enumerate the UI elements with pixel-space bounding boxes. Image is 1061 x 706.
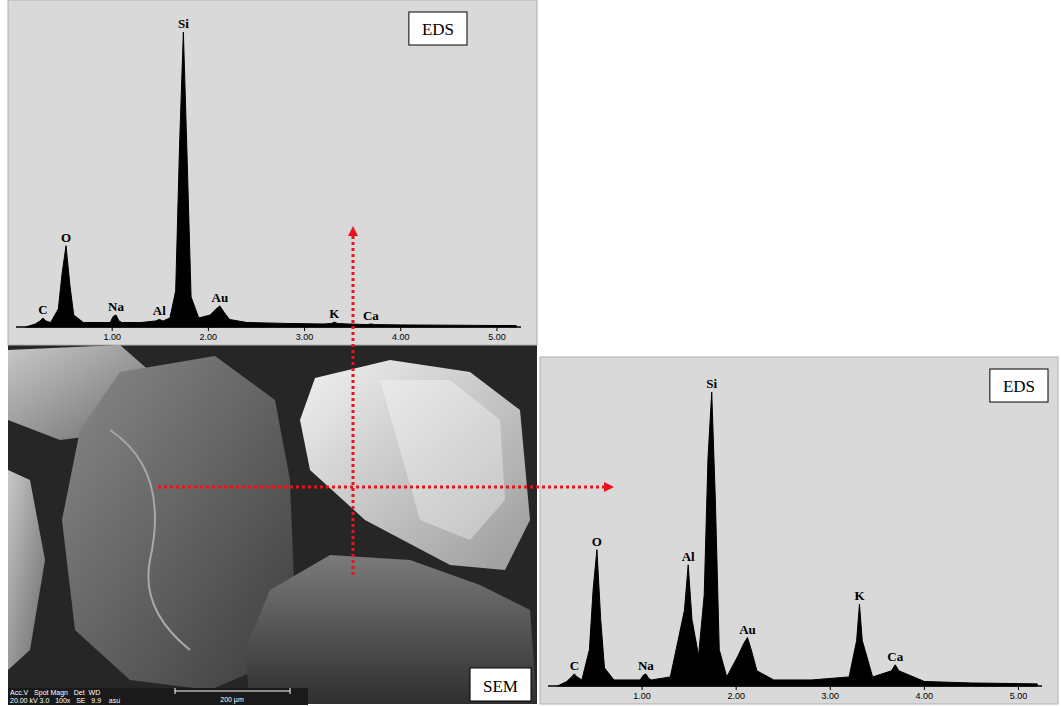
- element-label: C: [38, 302, 47, 317]
- x-tick-label: 1.00: [633, 691, 651, 701]
- element-label: K: [854, 588, 865, 603]
- spectrum: [557, 392, 1037, 686]
- x-tick: [1018, 686, 1019, 690]
- element-label: Al: [153, 303, 166, 318]
- plot-area: [26, 32, 517, 327]
- grain-highlight: [380, 380, 505, 540]
- figure: Acc.V Spot Magn Det WD20.00 kV 3.0 100x …: [0, 0, 1061, 706]
- element-label: K: [329, 306, 340, 321]
- element-label: Si: [706, 376, 717, 391]
- sem-info-header: Acc.V Spot Magn Det WD: [10, 689, 100, 697]
- x-axis: [16, 326, 521, 328]
- x-tick: [400, 327, 401, 331]
- sem-background: [8, 345, 537, 704]
- scale-bar: [175, 691, 290, 692]
- x-tick-label: 5.00: [1010, 691, 1028, 701]
- element-label: C: [570, 658, 579, 673]
- x-tick-label: 3.00: [296, 332, 314, 342]
- x-tick: [208, 327, 209, 331]
- info-strip: [8, 688, 308, 705]
- element-label: O: [592, 534, 602, 549]
- sem-label: SEM: [483, 677, 518, 696]
- panel-background: [8, 0, 537, 345]
- x-tick: [112, 327, 113, 331]
- grain: [245, 555, 537, 704]
- eds-panel: 1.00 2.00 3.00 4.00 5.00 C O Na Al Si Au K Ca EDS: [540, 357, 1058, 704]
- panel-title: EDS: [1003, 377, 1035, 396]
- sem-info: Acc.V Spot Magn Det WD20.00 kV 3.0 100x …: [8, 688, 308, 705]
- element-label: Au: [212, 290, 229, 305]
- arrow: [158, 486, 612, 489]
- scale-bar-end: [290, 688, 291, 694]
- panel-title-box: [409, 12, 467, 45]
- element-label: Si: [178, 16, 189, 31]
- x-tick-label: 4.00: [916, 691, 934, 701]
- grain-edge: [110, 430, 190, 650]
- element-label: Al: [682, 549, 695, 564]
- element-label: O: [61, 230, 71, 245]
- x-tick-label: 5.00: [488, 332, 506, 342]
- x-tick: [924, 686, 925, 690]
- sem-label-box: [470, 668, 531, 701]
- x-tick-label: 3.00: [822, 691, 840, 701]
- element-label: Au: [739, 622, 756, 637]
- x-tick: [830, 686, 831, 690]
- x-tick-label: 2.00: [200, 332, 218, 342]
- panel-background: [540, 357, 1058, 704]
- plot-area: [557, 392, 1037, 686]
- x-tick-label: 1.00: [103, 332, 121, 342]
- panel-title: EDS: [422, 20, 454, 39]
- x-tick-label: 4.00: [392, 332, 410, 342]
- panel-title-box: [990, 369, 1048, 402]
- grain: [8, 470, 45, 670]
- element-label: Ca: [363, 308, 379, 323]
- scale-bar-end: [175, 688, 176, 694]
- grain: [300, 360, 530, 570]
- eds-panel: 1.00 2.00 3.00 4.00 5.00 C O Na Al Si Au K Ca EDS: [8, 0, 537, 345]
- element-label: Ca: [887, 649, 903, 664]
- scale-bar-label: 200 µm: [220, 696, 244, 704]
- x-tick: [736, 686, 737, 690]
- x-tick: [496, 327, 497, 331]
- sem-image: [8, 345, 537, 704]
- x-axis: [548, 685, 1042, 687]
- x-tick: [304, 327, 305, 331]
- x-tick-label: 2.00: [727, 691, 745, 701]
- element-label: Na: [638, 658, 654, 673]
- sem-info-values: 20.00 kV 3.0 100x SE 9.9 asu: [10, 697, 120, 704]
- x-tick: [642, 686, 643, 690]
- element-label: Na: [108, 299, 124, 314]
- spectrum: [26, 32, 517, 327]
- arrow: [352, 228, 355, 575]
